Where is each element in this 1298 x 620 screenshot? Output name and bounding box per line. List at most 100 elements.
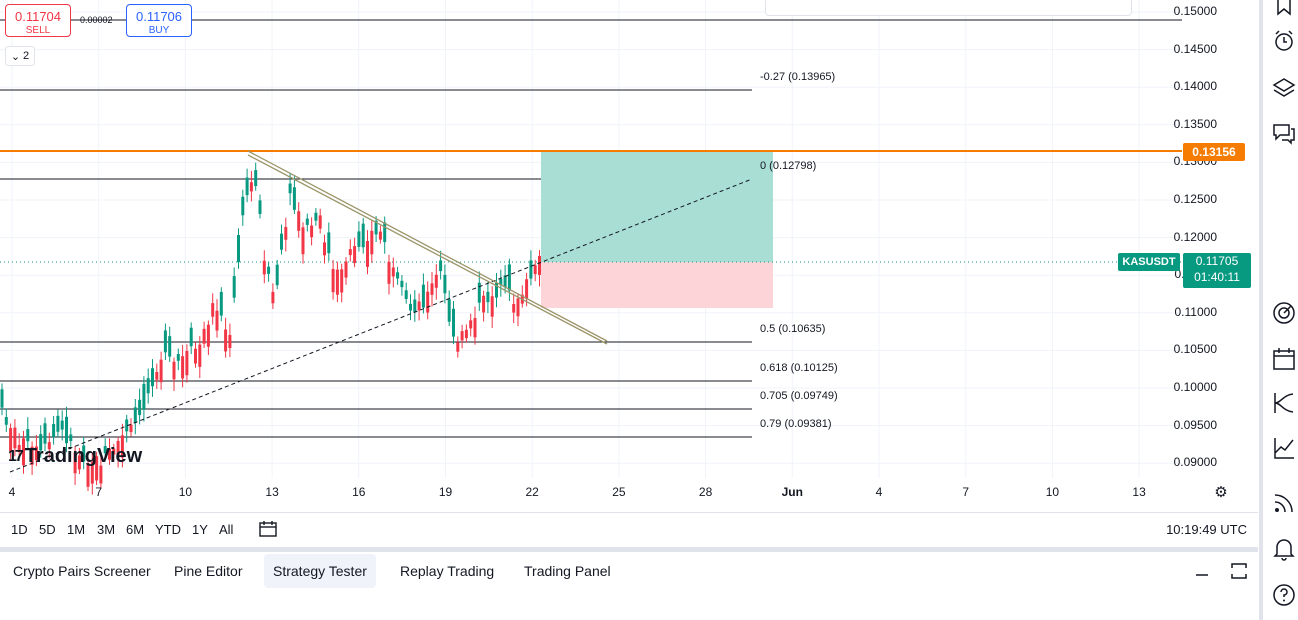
chevron-down-icon: ⌄ bbox=[10, 50, 21, 63]
candle-body bbox=[112, 448, 116, 455]
candle-body bbox=[245, 177, 249, 196]
candle-body bbox=[237, 235, 240, 263]
candle-body bbox=[202, 328, 206, 344]
help-icon[interactable] bbox=[1271, 582, 1297, 608]
range-ytd[interactable]: YTD bbox=[155, 522, 181, 537]
alarm-clock-icon[interactable] bbox=[1271, 28, 1297, 54]
candle-body bbox=[129, 424, 133, 433]
date-tick-label: 28 bbox=[698, 485, 713, 499]
broadcast-icon[interactable] bbox=[1271, 490, 1297, 516]
candle-body bbox=[464, 329, 468, 339]
range-all[interactable]: All bbox=[219, 522, 234, 537]
date-tick-label: 16 bbox=[352, 485, 366, 499]
calendar-range-icon[interactable] bbox=[258, 519, 278, 539]
date-tick-label: 10 bbox=[178, 485, 193, 499]
candle-body bbox=[185, 350, 189, 376]
candle-body bbox=[215, 310, 219, 331]
date-tick-label: 25 bbox=[612, 485, 626, 499]
range-3m[interactable]: 3M bbox=[97, 522, 116, 537]
candle-body bbox=[163, 330, 167, 353]
candle-body bbox=[82, 445, 86, 462]
candle-body bbox=[327, 232, 331, 254]
candle-body bbox=[301, 227, 305, 255]
candle-body bbox=[47, 442, 51, 450]
fib-label: -0.27 (0.13965) bbox=[760, 71, 836, 83]
collapse-indicators-button[interactable]: ⌄ 2 bbox=[5, 46, 35, 66]
fib-label: 0.705 (0.09749) bbox=[760, 390, 838, 402]
candle-body bbox=[331, 268, 335, 293]
candle-body bbox=[443, 274, 447, 294]
bookmark-icon[interactable] bbox=[1271, 0, 1297, 18]
loss-zone bbox=[541, 262, 773, 308]
tab-strategy-tester[interactable]: Strategy Tester bbox=[264, 554, 376, 588]
price-tick-label: 0.14500 bbox=[1173, 41, 1217, 56]
chart-area[interactable]: 0.11704 SELL 0.00002 0.11706 BUY ⌄ 2 -0.… bbox=[0, 0, 1260, 510]
date-tick-label: 22 bbox=[525, 485, 539, 499]
candle-body bbox=[323, 242, 326, 256]
candle-body bbox=[90, 462, 94, 484]
bell-icon[interactable] bbox=[1271, 536, 1297, 562]
utc-clock[interactable]: 10:19:49 UTC bbox=[1166, 522, 1247, 537]
trend-icon[interactable] bbox=[1271, 390, 1297, 416]
drawing-toolbar[interactable] bbox=[765, 0, 1132, 16]
candle-body bbox=[159, 359, 163, 383]
candle-body bbox=[318, 215, 322, 229]
candle-body bbox=[460, 331, 464, 341]
candle-body bbox=[103, 446, 107, 454]
candle-body bbox=[490, 296, 494, 317]
candle-body bbox=[340, 269, 344, 293]
fib-label: 0.5 (0.10635) bbox=[760, 323, 826, 335]
candle-body bbox=[168, 336, 172, 357]
price-tick-label: 0.10000 bbox=[1173, 380, 1217, 394]
candle-body bbox=[56, 415, 60, 432]
minimize-icon[interactable] bbox=[1195, 566, 1209, 576]
candle-body bbox=[34, 446, 38, 461]
candle-body bbox=[400, 280, 404, 288]
candle-body bbox=[125, 419, 129, 432]
candle-body bbox=[430, 283, 434, 295]
range-1d[interactable]: 1D bbox=[11, 522, 28, 537]
profit-zone bbox=[541, 151, 773, 262]
candle-body bbox=[310, 225, 314, 238]
candle-body bbox=[404, 290, 408, 299]
candle-body bbox=[344, 261, 348, 278]
candle-body bbox=[533, 265, 537, 275]
tab-crypto-pairs-screener[interactable]: Crypto Pairs Screener bbox=[13, 563, 151, 579]
sell-label: SELL bbox=[25, 25, 51, 36]
candle-body bbox=[73, 452, 77, 474]
maximize-icon[interactable] bbox=[1230, 562, 1248, 580]
panel-divider[interactable] bbox=[0, 547, 1258, 552]
candle-body bbox=[146, 378, 150, 394]
range-5d[interactable]: 5D bbox=[39, 522, 56, 537]
price-chart[interactable] bbox=[0, 0, 1260, 510]
candle-body bbox=[447, 299, 451, 322]
candle-body bbox=[348, 249, 352, 256]
range-6m[interactable]: 6M bbox=[126, 522, 145, 537]
candle-body bbox=[538, 255, 541, 275]
sell-button[interactable]: 0.11704 SELL bbox=[5, 4, 71, 37]
tab-pine-editor[interactable]: Pine Editor bbox=[174, 563, 243, 579]
candle-body bbox=[95, 456, 99, 481]
candle-body bbox=[456, 342, 460, 352]
candle-body bbox=[30, 446, 34, 465]
sell-price: 0.11704 bbox=[14, 9, 62, 24]
tab-trading-panel[interactable]: Trading Panel bbox=[524, 563, 611, 579]
calendar-icon[interactable] bbox=[1271, 346, 1297, 372]
candle-body bbox=[292, 187, 296, 210]
gear-icon[interactable]: ⚙ bbox=[1214, 484, 1228, 501]
candle-body bbox=[69, 434, 73, 442]
date-tick-label: 7 bbox=[95, 485, 103, 499]
chat-icon[interactable] bbox=[1271, 120, 1297, 146]
candle-body bbox=[482, 295, 486, 313]
layers-icon[interactable] bbox=[1271, 75, 1297, 101]
tab-replay-trading[interactable]: Replay Trading bbox=[400, 563, 495, 579]
range-1y[interactable]: 1Y bbox=[192, 522, 208, 537]
buy-label: BUY bbox=[148, 25, 170, 36]
range-1m[interactable]: 1M bbox=[67, 522, 86, 537]
candle-body bbox=[421, 284, 425, 308]
buy-button[interactable]: 0.11706 BUY bbox=[126, 4, 192, 37]
target-icon[interactable] bbox=[1271, 300, 1297, 326]
chart-line-icon[interactable] bbox=[1271, 435, 1297, 461]
fib-label: 0.79 (0.09381) bbox=[760, 418, 832, 430]
logo-text: TradingView bbox=[24, 445, 143, 467]
